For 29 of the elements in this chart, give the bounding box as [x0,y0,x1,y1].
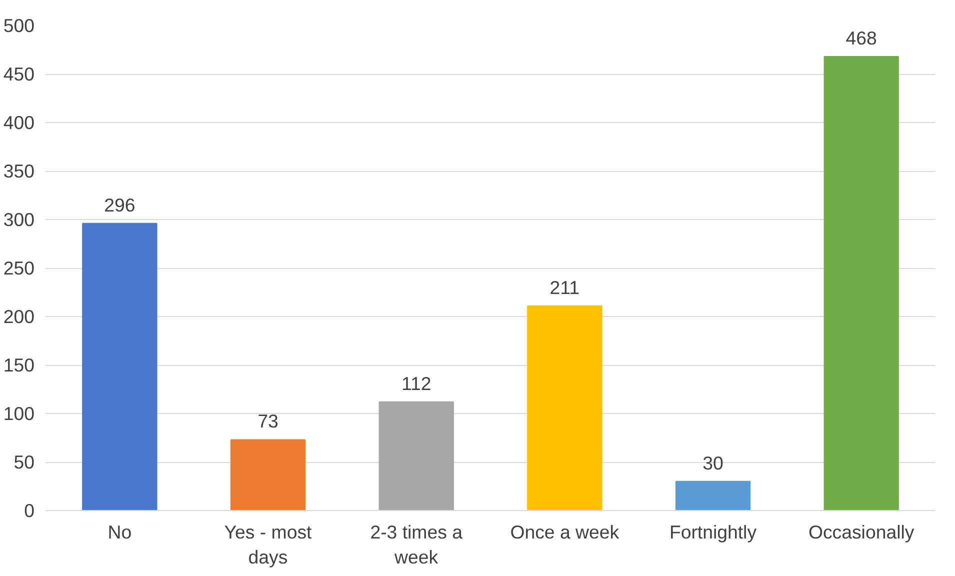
y-tick-label: 500 [3,15,35,36]
y-tick-label: 50 [14,452,35,472]
y-tick-label: 400 [3,112,35,133]
bar [824,56,899,510]
data-label: 30 [702,452,724,474]
data-label: 296 [104,194,136,216]
bar [675,480,751,510]
bar [527,305,602,510]
data-label: 468 [846,28,877,49]
x-tick-label: No [108,522,132,542]
y-tick-label: 250 [3,258,35,278]
bar [82,222,158,510]
y-tick-label: 150 [3,354,35,376]
bar [230,439,306,510]
x-tick-label: Occasionally [808,522,915,542]
data-label: 112 [401,372,432,394]
y-tick-label: 450 [3,64,35,84]
y-tick-label: 100 [3,403,35,424]
y-tick-label: 350 [3,160,35,182]
y-tick-label: 200 [3,306,35,327]
data-label: 211 [550,276,580,298]
x-tick-label: Fortnightly [669,522,758,542]
y-tick-label: 300 [3,209,35,230]
y-tick-label: 0 [24,500,35,521]
bar [378,401,454,510]
x-tick-label: Once a week [510,522,620,542]
x-tick-label: 2-3 times a week [370,522,464,568]
x-tick-label: Yes - most days [224,522,313,568]
data-label: 73 [258,410,278,432]
